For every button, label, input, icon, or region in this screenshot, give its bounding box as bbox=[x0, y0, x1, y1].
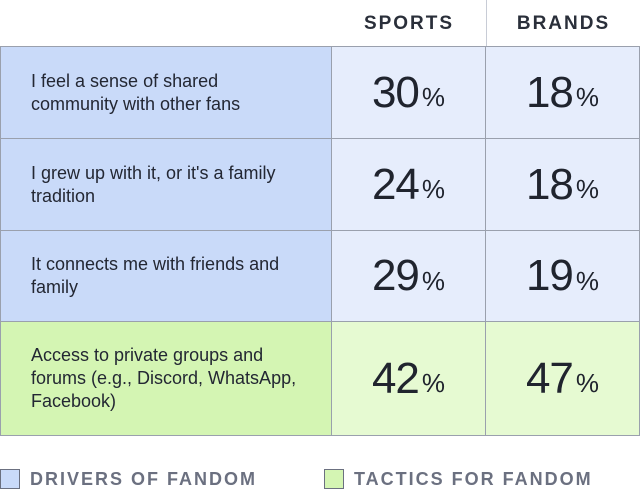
table-row: I feel a sense of shared community with … bbox=[0, 47, 640, 139]
value-cell-brands: 19% bbox=[486, 231, 640, 322]
row-label: It connects me with friends and family bbox=[0, 231, 332, 322]
value-cell-brands: 18% bbox=[486, 139, 640, 231]
legend-tactics: TACTICS FOR FANDOM bbox=[324, 466, 593, 492]
percent-sign: % bbox=[421, 265, 446, 296]
percent-sign: % bbox=[575, 174, 600, 204]
column-header-brands: BRANDS bbox=[516, 12, 611, 34]
legend-drivers-swatch bbox=[0, 469, 20, 489]
legend-drivers-label: DRIVERS OF FANDOM bbox=[30, 468, 258, 489]
row-label: I feel a sense of shared community with … bbox=[0, 47, 332, 139]
column-header-sports: SPORTS bbox=[363, 12, 455, 34]
value-number: 29 bbox=[371, 251, 420, 300]
value-number: 42 bbox=[371, 353, 420, 403]
value-cell-sports: 30% bbox=[332, 47, 486, 139]
table-row: It connects me with friends and family 29… bbox=[0, 231, 640, 322]
value-number: 18 bbox=[525, 67, 574, 117]
legend-tactics-swatch bbox=[324, 469, 344, 489]
percent-sign: % bbox=[575, 82, 600, 112]
column-header-divider bbox=[486, 0, 487, 47]
value-number: 18 bbox=[525, 159, 574, 209]
data-table: I feel a sense of shared community with … bbox=[0, 46, 640, 436]
value-cell-sports: 42% bbox=[332, 322, 486, 436]
row-label: Access to private groups and forums (e.g… bbox=[0, 322, 332, 436]
value-cell-sports: 29% bbox=[332, 231, 486, 322]
value-cell-brands: 47% bbox=[486, 322, 640, 436]
value-number: 24 bbox=[371, 159, 420, 209]
value-number: 47 bbox=[525, 353, 574, 403]
legend-tactics-label: TACTICS FOR FANDOM bbox=[354, 468, 593, 489]
value-number: 30 bbox=[371, 67, 420, 117]
percent-sign: % bbox=[575, 368, 600, 398]
table-row: Access to private groups and forums (e.g… bbox=[0, 322, 640, 436]
legend-drivers: DRIVERS OF FANDOM bbox=[0, 466, 257, 492]
value-cell-brands: 18% bbox=[486, 47, 640, 139]
value-number: 19 bbox=[525, 251, 574, 300]
table-row: I grew up with it, or it's a family trad… bbox=[0, 139, 640, 231]
percent-sign: % bbox=[421, 82, 446, 112]
value-cell-sports: 24% bbox=[332, 139, 486, 231]
row-label: I grew up with it, or it's a family trad… bbox=[0, 139, 332, 231]
percent-sign: % bbox=[575, 265, 600, 296]
percent-sign: % bbox=[421, 368, 446, 398]
percent-sign: % bbox=[421, 174, 446, 204]
